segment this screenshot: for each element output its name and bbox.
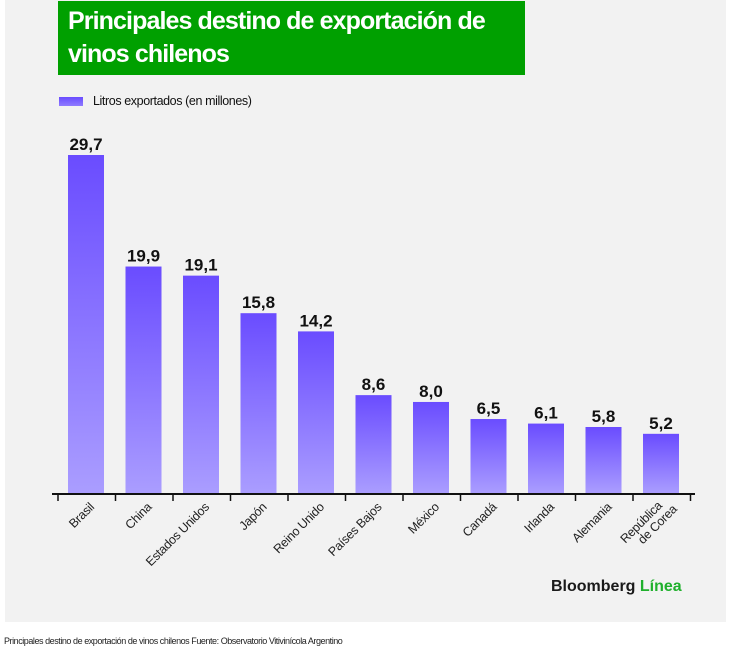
category-label-line: México (405, 500, 442, 537)
category-label-line: Japón (237, 500, 270, 533)
category-label-line: Brasil (66, 500, 97, 531)
legend-label: Litros exportados (en millones) (93, 94, 252, 108)
category-label-8: Irlanda (522, 500, 558, 536)
category-label-line: China (123, 500, 155, 532)
category-label-9: Alemania (569, 500, 614, 545)
category-label-3: Japón (237, 500, 270, 533)
bar-5 (355, 395, 392, 493)
bar-7 (470, 419, 507, 493)
category-label-0: Brasil (66, 500, 97, 531)
brand-suffix: Línea (639, 578, 682, 595)
title-banner: Principales destino de exportación de vi… (58, 1, 525, 75)
bar-6 (413, 401, 449, 493)
category-label-line: Países Bajos (326, 500, 385, 559)
value-label-5: 8,6 (362, 375, 386, 394)
bar-2 (183, 275, 219, 493)
brand-name: Bloomberg (551, 578, 636, 595)
value-label-4: 14,2 (299, 311, 332, 330)
value-label-0: 29,7 (69, 135, 102, 154)
value-label-7: 6,5 (477, 399, 501, 418)
bar-10 (643, 433, 679, 493)
brand-logo: Bloomberg Línea (551, 578, 682, 596)
bar-3 (240, 313, 277, 493)
value-label-8: 6,1 (534, 404, 558, 423)
category-label-5: Países Bajos (326, 500, 385, 559)
category-label-4: Reino Unido (271, 500, 327, 556)
x-axis (52, 493, 695, 501)
bar-8 (528, 423, 564, 493)
category-label-line: Irlanda (522, 500, 558, 536)
bar-1 (125, 266, 162, 493)
category-label-line: Alemania (569, 500, 614, 545)
category-label-1: China (123, 500, 155, 532)
value-label-9: 5,8 (592, 407, 616, 426)
value-label-3: 15,8 (242, 293, 275, 312)
chart-panel: Principales destino de exportación de vi… (5, 0, 726, 622)
value-label-10: 5,2 (649, 414, 673, 433)
bar-0 (68, 155, 104, 493)
category-label-10: Repúblicade Corea (618, 493, 680, 555)
legend-swatch (59, 97, 83, 106)
image-caption: Principales destino de exportación de vi… (4, 636, 343, 646)
bars-group (68, 155, 679, 493)
category-label-7: Canadá (460, 500, 500, 540)
category-label-line: Reino Unido (271, 500, 327, 556)
bar-4 (298, 331, 334, 493)
category-label-line: Canadá (460, 500, 500, 540)
value-label-1: 19,9 (127, 247, 160, 266)
value-labels-group: 29,7 19,9 19,1 15,8 14,2 8,6 8,0 6,5 6,1 5,8 5,2 (69, 135, 672, 433)
value-label-2: 19,1 (184, 256, 217, 275)
category-label-6: México (405, 500, 442, 537)
chart-title: Principales destino de exportación de vi… (68, 7, 486, 68)
bar-9 (585, 426, 622, 493)
value-label-6: 8,0 (419, 382, 443, 401)
